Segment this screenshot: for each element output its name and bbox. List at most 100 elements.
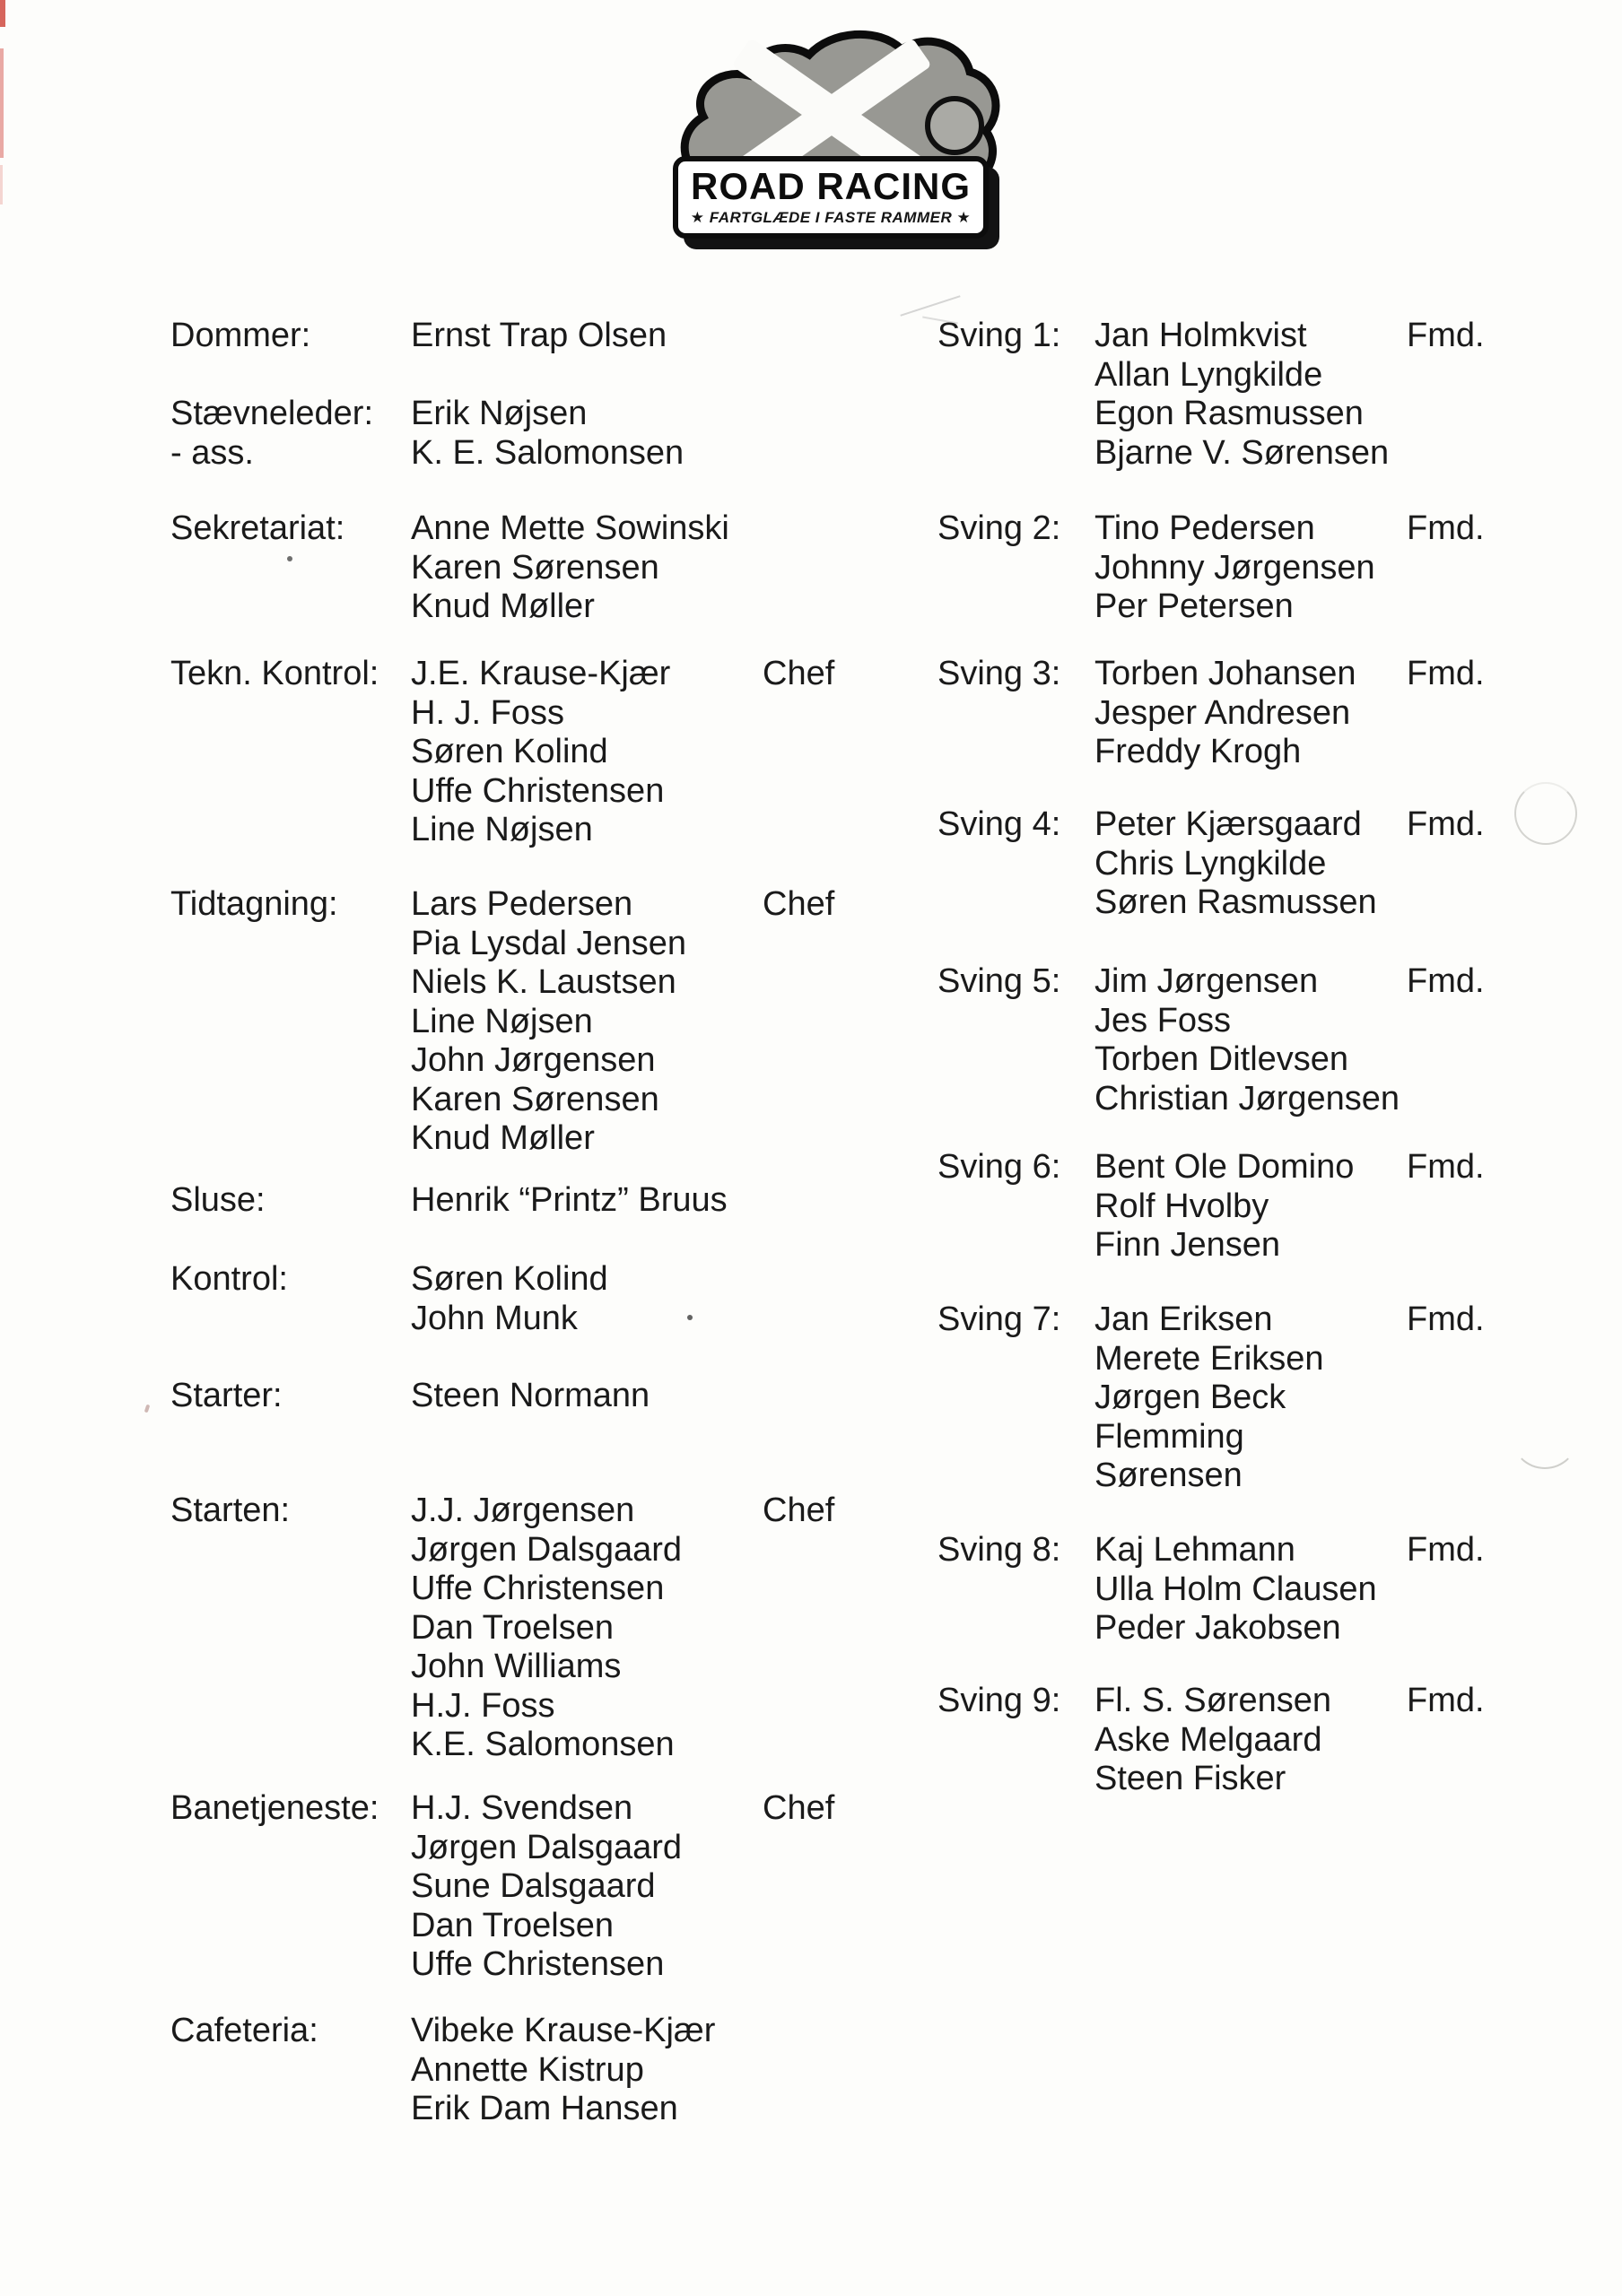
member-name: Dan Troelsen <box>411 1906 615 1944</box>
fmd-tag: Fmd. <box>1407 805 1485 843</box>
fmd-tag: Fmd. <box>1407 1148 1485 1186</box>
member-name: Jim Jørgensen <box>1094 962 1319 1000</box>
member-name: Søren Kolind <box>411 733 608 770</box>
member-name: Jan Eriksen <box>1094 1300 1273 1338</box>
member-name: K. E. Salomonsen <box>411 433 685 472</box>
chef-tag: Chef <box>763 885 835 923</box>
label-block: Dommer: <box>170 317 310 356</box>
member-name: Freddy Krogh <box>1094 733 1302 770</box>
label-block: Sving 2: <box>937 509 1060 549</box>
label-block: Tidtagning: <box>170 885 338 925</box>
label-block: Sluse: <box>170 1181 266 1221</box>
fmd-tag: Fmd. <box>1407 509 1485 547</box>
name-block: Anne Mette Sowinski Karen Sørensen Knud Mø… <box>411 509 729 627</box>
member-name: Anne Mette Sowinski <box>411 509 729 547</box>
motorcycle-cross-graphic <box>680 30 1000 190</box>
role-label: Tekn. Kontrol: <box>170 655 379 692</box>
name-block: Henrik “Printz” Bruus <box>411 1181 728 1221</box>
label-block: Sving 7: <box>937 1300 1060 1340</box>
label-block: Sving 3: <box>937 655 1060 694</box>
role-label: Starten: <box>170 1492 291 1529</box>
chef-tag: Chef <box>763 1492 835 1529</box>
name-block: Kaj Lehmann Ulla Holm Clausen Peder Jakobs… <box>1094 1531 1377 1648</box>
member-name: J.E. Krause-Kjær <box>411 655 671 692</box>
member-name: Peder Jakobsen <box>1094 1609 1341 1647</box>
sving-label: Sving 7: <box>937 1300 1061 1338</box>
role-label: Kontrol: <box>170 1260 288 1298</box>
member-name: Johnny Jørgensen <box>1094 548 1375 587</box>
member-name: Egon Rasmussen <box>1094 395 1364 432</box>
member-name: Vibeke Krause-Kjær <box>411 2012 716 2049</box>
member-name: Peter Kjærsgaard <box>1094 805 1362 843</box>
sving-label: Sving 9: <box>937 1682 1061 1719</box>
name-block: Torben Johansen Jesper Andresen Freddy Kro… <box>1094 655 1356 772</box>
fmd-tag: Fmd. <box>1407 317 1485 354</box>
member-name: Pia Lysdal Jensen <box>411 924 687 962</box>
scan-artifact-red-edge <box>0 48 4 158</box>
member-name: Torben Ditlevsen <box>1094 1040 1349 1078</box>
sving-label: Sving 6: <box>937 1148 1061 1186</box>
scan-artifact-speck <box>144 1404 151 1413</box>
member-name: Jes Foss <box>1094 1001 1232 1039</box>
role-label: Sekretariat: <box>170 509 345 547</box>
member-name: Henrik “Printz” Bruus <box>411 1181 728 1219</box>
member-name: Steen Normann <box>411 1377 650 1414</box>
scan-artifact-red-edge <box>0 165 3 204</box>
label-block: Sving 8: <box>937 1531 1060 1570</box>
member-name: Søren Rasmussen <box>1094 883 1377 921</box>
logo-banner: ROAD RACING ★ FARTGLÆDE I FASTE RAMMER ★ <box>673 156 989 239</box>
member-name: H.J. Foss <box>411 1686 555 1725</box>
name-block: Vibeke Krause-Kjær Annette Kistrup Erik Da… <box>411 2012 715 2129</box>
member-name: Annette Kistrup <box>411 2050 644 2089</box>
member-name: Erik Dam Hansen <box>411 2090 678 2127</box>
svings-column: Sving 1: Jan Holmkvist Allan Lyngkilde Egon… <box>937 0 1583 2296</box>
sving-label: Sving 2: <box>937 509 1061 547</box>
fmd-tag: Fmd. <box>1407 1300 1485 1338</box>
label-block: Sving 9: <box>937 1682 1060 1721</box>
member-name: Allan Lyngkilde <box>1094 355 1323 394</box>
sving-label: Sving 5: <box>937 962 1061 1000</box>
label-block: Sving 5: <box>937 962 1060 1002</box>
name-block: Bent Ole Domino Rolf Hvolby Finn Jensen <box>1094 1148 1354 1265</box>
member-name: Bent Ole Domino <box>1094 1148 1355 1186</box>
member-name: Finn Jensen <box>1094 1226 1281 1264</box>
fmd-tag: Fmd. <box>1407 962 1485 1000</box>
member-name: John Williams <box>411 1648 622 1685</box>
name-block: Søren Kolind John Munk <box>411 1260 608 1338</box>
name-block: Peter Kjærsgaard Chris Lyngkilde Søren Ras… <box>1094 805 1377 923</box>
member-name: Lars Pedersen <box>411 885 633 923</box>
officials-column: Dommer: Ernst Trap Olsen Stævneleder: - ass… <box>170 0 987 2296</box>
member-name: Uffe Christensen <box>411 771 665 810</box>
label-block: Kontrol: <box>170 1260 288 1300</box>
logo-subtitle: ★ FARTGLÆDE I FASTE RAMMER ★ <box>690 209 972 226</box>
name-block: J.J. Jørgensen Jørgen Dalsgaard Uffe Chris… <box>411 1492 682 1765</box>
member-name: John Munk <box>411 1299 578 1337</box>
sving-label: Sving 1: <box>937 317 1061 354</box>
sving-label: Sving 3: <box>937 655 1061 692</box>
fmd-tag: Fmd. <box>1407 1531 1485 1569</box>
member-name: Karen Sørensen <box>411 548 659 587</box>
member-name: Per Petersen <box>1094 587 1294 625</box>
member-name: Uffe Christensen <box>411 1945 665 1983</box>
member-name: Ulla Holm Clausen <box>1094 1570 1377 1608</box>
scan-artifact-red-edge <box>0 0 5 27</box>
chef-tag: Chef <box>763 1789 835 1827</box>
label-block: Tekn. Kontrol: <box>170 655 379 694</box>
role-label: Sluse: <box>170 1181 266 1219</box>
member-name: Knud Møller <box>411 587 595 625</box>
member-name: Torben Johansen <box>1094 655 1356 692</box>
name-block: H.J. Svendsen Jørgen Dalsgaard Sune Dalsga… <box>411 1789 682 1985</box>
member-name: Knud Møller <box>411 1119 595 1157</box>
member-name: Jørgen Beck <box>1094 1378 1286 1416</box>
member-name: Bjarne V. Sørensen <box>1094 433 1390 472</box>
name-block: Jan Holmkvist Allan Lyngkilde Egon Rasmuss… <box>1094 317 1389 473</box>
member-name: Tino Pedersen <box>1094 509 1315 547</box>
role-label: Dommer: <box>170 317 311 354</box>
member-name: H. J. Foss <box>411 693 565 732</box>
member-name: H.J. Svendsen <box>411 1789 633 1827</box>
member-name: Karen Sørensen <box>411 1080 659 1118</box>
role-label: Starter: <box>170 1377 283 1414</box>
label-block: Sving 1: <box>937 317 1060 356</box>
role-label: Stævneleder: <box>170 395 374 432</box>
